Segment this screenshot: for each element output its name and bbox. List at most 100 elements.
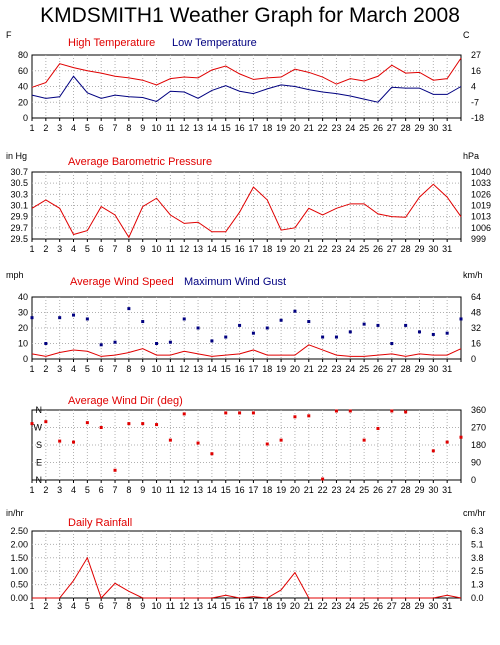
y-tick-label-right: 1006 bbox=[471, 223, 491, 233]
data-point bbox=[58, 439, 62, 443]
x-tick-label: 7 bbox=[113, 244, 118, 254]
x-tick-label: 17 bbox=[248, 364, 258, 374]
left-unit-label: F bbox=[6, 30, 12, 40]
x-tick-label: 25 bbox=[359, 244, 369, 254]
y-tick-label-left: 1.00 bbox=[10, 566, 28, 576]
right-unit-label: cm/hr bbox=[463, 508, 486, 518]
plot-frame bbox=[31, 530, 462, 599]
y-tick-label-right: 16 bbox=[471, 66, 481, 76]
x-tick-label: 2 bbox=[43, 485, 48, 495]
x-tick-label: 27 bbox=[387, 123, 397, 133]
plot-frame bbox=[31, 54, 462, 119]
x-tick-label: 17 bbox=[248, 244, 258, 254]
page-title: KMDSMITH1 Weather Graph for March 2008 bbox=[40, 4, 460, 27]
data-point bbox=[348, 330, 352, 334]
x-tick-label: 23 bbox=[331, 364, 341, 374]
series-line bbox=[31, 57, 462, 88]
x-tick-label: 8 bbox=[126, 485, 131, 495]
x-tick-label: 14 bbox=[207, 601, 217, 611]
y-tick-label-right: -18 bbox=[471, 113, 484, 123]
x-tick-label: 9 bbox=[140, 364, 145, 374]
data-point bbox=[293, 309, 297, 313]
x-tick-label: 12 bbox=[179, 601, 189, 611]
plot-frame bbox=[31, 409, 462, 481]
x-tick-label: 25 bbox=[359, 123, 369, 133]
y-tick-label-left: 0.00 bbox=[10, 593, 28, 603]
x-tick-label: 15 bbox=[221, 601, 231, 611]
data-point bbox=[238, 411, 242, 415]
x-tick-label: 9 bbox=[140, 123, 145, 133]
x-tick-label: 25 bbox=[359, 364, 369, 374]
y-tick-label-left: 30.7 bbox=[10, 167, 28, 177]
x-tick-label: 16 bbox=[235, 123, 245, 133]
x-tick-label: 11 bbox=[166, 123, 175, 133]
data-point bbox=[376, 323, 380, 327]
x-tick-label: 5 bbox=[85, 485, 90, 495]
x-tick-label: 4 bbox=[71, 244, 76, 254]
right-unit-label: hPa bbox=[463, 151, 479, 161]
y-tick-label-left: 0 bbox=[23, 113, 28, 123]
y-tick-label-left: 0 bbox=[23, 354, 28, 364]
data-point bbox=[404, 410, 408, 414]
x-tick-label: 13 bbox=[193, 601, 203, 611]
data-point bbox=[417, 330, 421, 334]
data-point bbox=[127, 307, 131, 311]
series-line bbox=[31, 344, 462, 357]
x-tick-label: 6 bbox=[99, 601, 104, 611]
x-tick-label: 2 bbox=[43, 123, 48, 133]
x-tick-label: 15 bbox=[221, 123, 231, 133]
x-tick-label: 5 bbox=[85, 123, 90, 133]
x-tick-label: 21 bbox=[304, 244, 314, 254]
data-point bbox=[30, 422, 34, 426]
x-tick-label: 31 bbox=[442, 244, 452, 254]
y-tick-label-left: W bbox=[34, 423, 43, 433]
data-point bbox=[210, 452, 214, 456]
x-tick-label: 20 bbox=[290, 601, 300, 611]
x-tick-label: 12 bbox=[179, 364, 189, 374]
y-tick-label-left: 30.5 bbox=[10, 178, 28, 188]
x-tick-label: 18 bbox=[262, 244, 272, 254]
data-point bbox=[459, 317, 463, 321]
x-tick-label: 30 bbox=[428, 123, 438, 133]
chart-title: Daily Rainfall bbox=[68, 517, 132, 529]
x-tick-label: 19 bbox=[276, 485, 286, 495]
x-tick-label: 22 bbox=[318, 244, 328, 254]
x-tick-label: 18 bbox=[262, 123, 272, 133]
x-tick-label: 19 bbox=[276, 244, 286, 254]
y-tick-label-left: 60 bbox=[18, 66, 28, 76]
x-tick-label: 9 bbox=[140, 601, 145, 611]
y-tick-label-left: 30.3 bbox=[10, 189, 28, 199]
series-line bbox=[31, 183, 462, 239]
y-tick-label-left: 0.50 bbox=[10, 580, 28, 590]
x-tick-label: 28 bbox=[401, 601, 411, 611]
y-tick-label-right: 48 bbox=[471, 308, 481, 318]
y-tick-label-left: 1.50 bbox=[10, 553, 28, 563]
y-tick-label-left: S bbox=[36, 440, 42, 450]
y-tick-label-right: 4 bbox=[471, 82, 476, 92]
x-tick-label: 15 bbox=[221, 244, 231, 254]
x-tick-label: 17 bbox=[248, 123, 258, 133]
x-tick-label: 25 bbox=[359, 485, 369, 495]
x-tick-label: 22 bbox=[318, 485, 328, 495]
x-tick-label: 31 bbox=[442, 123, 452, 133]
x-tick-label: 19 bbox=[276, 123, 286, 133]
series-line bbox=[32, 556, 462, 599]
data-point bbox=[445, 440, 449, 444]
y-tick-label-left: 30.1 bbox=[10, 201, 28, 211]
y-tick-label-right: 0 bbox=[471, 354, 476, 364]
data-point bbox=[404, 323, 408, 327]
x-tick-label: 6 bbox=[99, 485, 104, 495]
data-point bbox=[224, 335, 228, 339]
x-tick-label: 16 bbox=[235, 485, 245, 495]
series-line bbox=[31, 75, 462, 103]
y-tick-label-right: 27 bbox=[471, 50, 481, 60]
plot-frame bbox=[31, 171, 462, 240]
x-tick-label: 3 bbox=[57, 123, 62, 133]
x-tick-label: 22 bbox=[318, 601, 328, 611]
data-point bbox=[155, 342, 159, 345]
y-tick-label-right: 999 bbox=[471, 234, 486, 244]
x-tick-label: 12 bbox=[179, 244, 189, 254]
x-tick-label: 20 bbox=[290, 364, 300, 374]
y-tick-label-left: E bbox=[36, 458, 42, 468]
y-tick-label-left: N bbox=[36, 475, 43, 485]
